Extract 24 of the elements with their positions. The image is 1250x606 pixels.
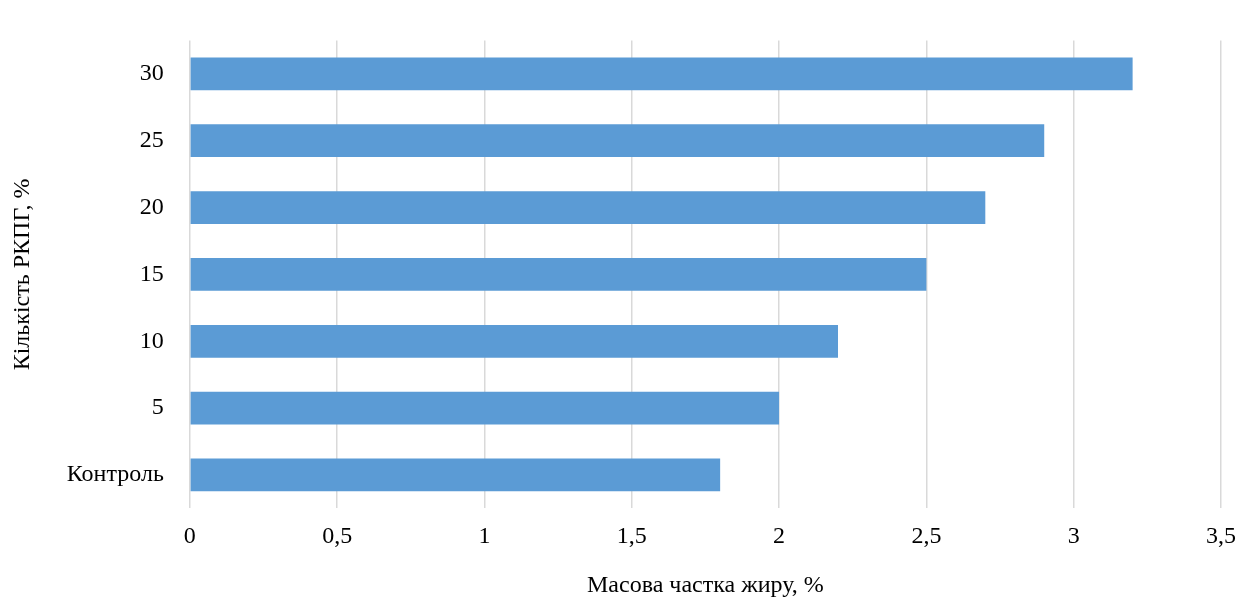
y-tick-label: 5 [151, 393, 164, 420]
y-tick-label: 15 [139, 259, 164, 286]
y-tick-label: 30 [139, 59, 164, 86]
bar [190, 258, 927, 291]
bar [190, 57, 1133, 91]
x-tick-label: 0,5 [322, 522, 353, 549]
x-tick-label: 1,5 [616, 522, 647, 549]
bar [190, 391, 780, 425]
x-tick-label: 0 [183, 522, 196, 549]
y-tick-label: Контроль [66, 460, 164, 487]
x-axis-title: Масова частка жиру, % [587, 570, 824, 597]
x-tick-label: 3,5 [1206, 522, 1236, 549]
y-tick-label: 25 [139, 125, 164, 152]
y-axis-title: Кількість РКПГ, % [7, 178, 34, 371]
x-tick-label: 2,5 [911, 522, 942, 549]
y-tick-label: 20 [139, 192, 164, 219]
x-tick-label: 2 [773, 522, 786, 549]
bar [190, 124, 1045, 158]
bar [190, 458, 721, 492]
bar [190, 191, 986, 224]
y-tick-label: 10 [139, 326, 164, 353]
x-tick-label: 3 [1067, 522, 1080, 549]
bar [190, 324, 838, 358]
x-tick-label: 1 [478, 522, 491, 549]
